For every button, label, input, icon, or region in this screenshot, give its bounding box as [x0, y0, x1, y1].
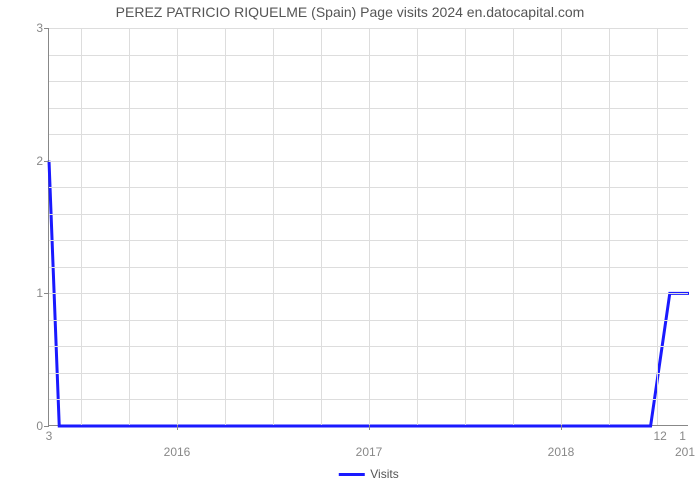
grid-line-v-minor — [81, 28, 82, 425]
plot-area: Visits 01232016201720183121201 — [48, 28, 688, 426]
grid-line-v-minor — [225, 28, 226, 425]
legend: Visits — [338, 467, 398, 481]
grid-line-v — [561, 28, 562, 425]
y-tick-label: 2 — [36, 154, 43, 168]
x-tick-mark — [177, 425, 178, 430]
x-secondary-label: 3 — [46, 429, 53, 443]
grid-line-v-minor — [129, 28, 130, 425]
x-secondary-label: 1 — [679, 429, 686, 443]
x-tick-label: 2016 — [164, 445, 191, 459]
y-tick-mark — [44, 28, 49, 29]
grid-line-v-minor — [321, 28, 322, 425]
line-chart: PEREZ PATRICIO RIQUELME (Spain) Page vis… — [0, 0, 700, 500]
y-tick-mark — [44, 293, 49, 294]
x-tick-mark — [369, 425, 370, 430]
y-tick-label: 3 — [36, 21, 43, 35]
legend-swatch — [338, 473, 364, 476]
x-secondary-label: 12 — [654, 429, 667, 443]
grid-line-v-minor — [609, 28, 610, 425]
grid-line-v-minor — [465, 28, 466, 425]
x-tick-mark — [561, 425, 562, 430]
grid-line-v-minor — [513, 28, 514, 425]
y-tick-label: 0 — [36, 419, 43, 433]
x-tick-label: 2018 — [548, 445, 575, 459]
y-tick-label: 1 — [36, 286, 43, 300]
grid-line-v-minor — [417, 28, 418, 425]
chart-title: PEREZ PATRICIO RIQUELME (Spain) Page vis… — [0, 4, 700, 20]
x-tick-label-clipped: 201 — [675, 445, 695, 459]
y-tick-mark — [44, 426, 49, 427]
grid-line-v — [369, 28, 370, 425]
x-tick-label: 2017 — [356, 445, 383, 459]
legend-label: Visits — [370, 467, 398, 481]
grid-line-v-minor — [273, 28, 274, 425]
grid-line-v-minor — [657, 28, 658, 425]
y-tick-mark — [44, 161, 49, 162]
grid-line-v — [177, 28, 178, 425]
